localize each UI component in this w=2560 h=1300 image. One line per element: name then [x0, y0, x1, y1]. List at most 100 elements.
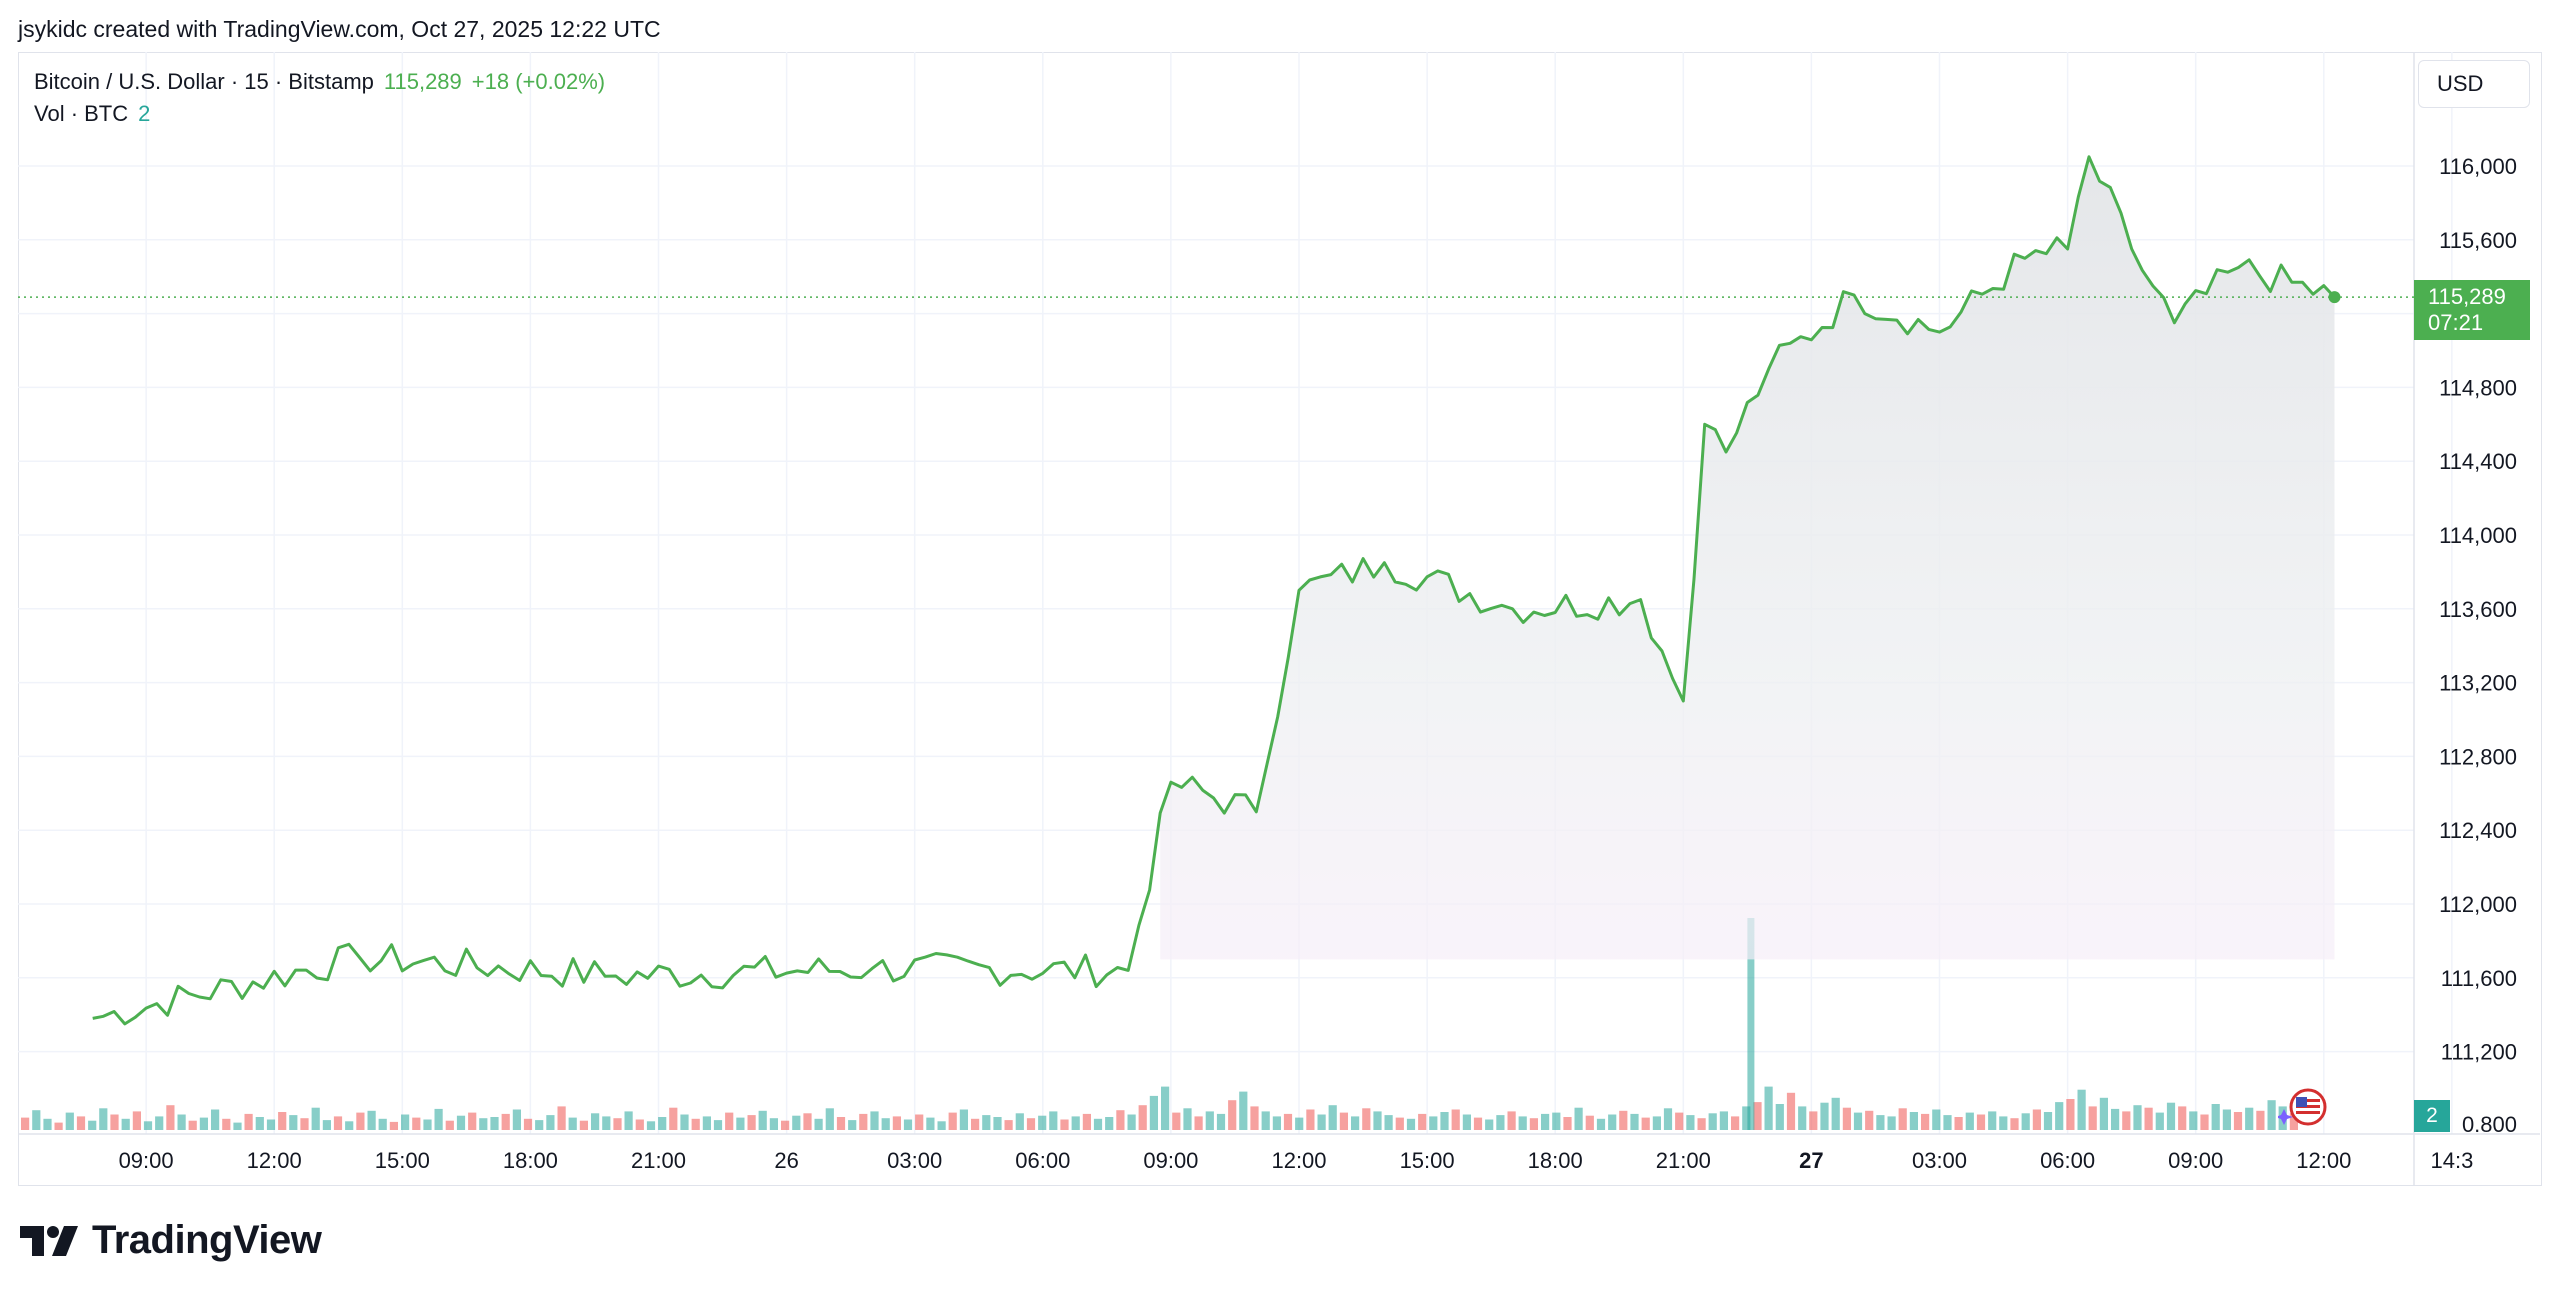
volume-bar [1373, 1111, 1382, 1130]
volume-bar [1473, 1117, 1483, 1130]
volume-bar [848, 1120, 857, 1130]
volume-bar [1786, 1092, 1796, 1130]
y-tick-label: 111,200 [2441, 1040, 2517, 1065]
volume-bar [1283, 1113, 1293, 1130]
legend-change: +18 (+0.02%) [471, 69, 606, 94]
volume-bar [54, 1122, 63, 1130]
volume-bar [915, 1114, 924, 1130]
volume-bar [1317, 1114, 1326, 1130]
volume-bar [1395, 1117, 1404, 1130]
chart-pane[interactable] [18, 52, 2542, 1186]
x-tick-label: 21:00 [631, 1148, 686, 1173]
chart-legend: Bitcoin / U.S. Dollar · 15 · Bitstamp 11… [34, 66, 605, 130]
legend-symbol-row[interactable]: Bitcoin / U.S. Dollar · 15 · Bitstamp 11… [34, 66, 605, 98]
volume-histogram [21, 918, 2298, 1130]
volume-bar [1339, 1112, 1348, 1130]
volume-bar [680, 1114, 689, 1130]
volume-bar [1775, 1104, 1784, 1130]
volume-bar [1228, 1100, 1237, 1130]
volume-bar [1183, 1108, 1192, 1130]
volume-bar [1093, 1118, 1103, 1130]
volume-bar [445, 1120, 454, 1130]
volume-bar [1161, 1086, 1170, 1130]
x-tick-label: 09:00 [2168, 1148, 2223, 1173]
legend-symbol: Bitcoin / U.S. Dollar · 15 · Bitstamp [34, 69, 374, 94]
volume-bar [1004, 1120, 1013, 1130]
volume-bar [1865, 1110, 1874, 1130]
volume-bar [1239, 1091, 1248, 1130]
volume-bar [1976, 1114, 1986, 1130]
volume-bar [1764, 1086, 1773, 1130]
volume-bar [88, 1120, 97, 1130]
volume-bar [2200, 1114, 2209, 1130]
volume-bar [2256, 1110, 2265, 1130]
legend-volume-label: Vol · BTC [34, 101, 129, 126]
volume-bar [289, 1115, 298, 1130]
y-tick-label: 114,400 [2439, 449, 2517, 474]
volume-bar [1060, 1119, 1069, 1130]
time-axis[interactable]: 09:00 12:00 15:00 18:00 21:00 26 03:00 06:00 09:… [119, 1148, 2474, 1173]
x-tick-label: 15:00 [375, 1148, 430, 1173]
volume-bar [333, 1116, 343, 1130]
x-tick-label: 12:00 [1271, 1148, 1326, 1173]
volume-bar [613, 1118, 622, 1130]
volume-bar [233, 1122, 242, 1130]
x-tick-label: 26 [774, 1148, 798, 1173]
volume-bar [1686, 1115, 1695, 1130]
volume-bar [1071, 1116, 1080, 1130]
volume-bar [591, 1113, 600, 1130]
volume-bar [401, 1114, 410, 1130]
volume-bar [1429, 1116, 1438, 1130]
volume-bar [1082, 1113, 1091, 1130]
volume-bar [1462, 1114, 1471, 1130]
volume-bar [1753, 1102, 1762, 1130]
us-flag-icon[interactable] [2278, 1087, 2328, 1127]
x-tick-label: 18:00 [503, 1148, 558, 1173]
volume-bar [870, 1111, 879, 1130]
volume-bar [993, 1117, 1002, 1130]
volume-bar [1328, 1105, 1337, 1130]
volume-bar [713, 1120, 723, 1130]
volume-bar [948, 1112, 957, 1130]
volume-bar [2032, 1109, 2041, 1130]
volume-bar [166, 1105, 175, 1130]
volume-bar [1406, 1118, 1416, 1130]
volume-bar [99, 1108, 108, 1130]
volume-bar [1418, 1113, 1427, 1130]
volume-bar [1496, 1115, 1505, 1130]
volume-bar [1663, 1108, 1673, 1130]
volume-bar [781, 1120, 790, 1130]
volume-bar [736, 1117, 745, 1130]
volume-bar [177, 1114, 186, 1130]
x-tick-label: 06:00 [1015, 1148, 1070, 1173]
legend-last-price: 115,289 [383, 69, 462, 94]
legend-volume-row[interactable]: Vol · BTC 2 [34, 98, 605, 130]
volume-bar [926, 1117, 935, 1130]
volume-bar [725, 1112, 734, 1130]
last-price-dot [2328, 291, 2341, 304]
volume-bar [1116, 1110, 1125, 1130]
volume-value-tag: 2 [2414, 1100, 2450, 1132]
y-tick-label: 115,600 [2439, 228, 2517, 253]
volume-bar [2066, 1099, 2075, 1130]
tradingview-logo[interactable]: TradingView [20, 1218, 322, 1263]
volume-bar [2099, 1097, 2108, 1130]
legend-volume-value: 2 [138, 101, 151, 126]
volume-bar [278, 1112, 287, 1130]
volume-bar [143, 1121, 153, 1130]
currency-button[interactable]: USD [2418, 60, 2530, 108]
volume-bar [1731, 1116, 1740, 1130]
volume-bar [2144, 1107, 2153, 1130]
price-axis[interactable]: 116,000115,600115,200114,800114,400114,0… [2439, 154, 2517, 1137]
x-tick-label: 03:00 [887, 1148, 942, 1173]
volume-bar [434, 1108, 443, 1130]
volume-bar [1552, 1112, 1561, 1130]
volume-bar [635, 1119, 644, 1130]
volume-bar [1216, 1113, 1226, 1130]
volume-bar [1306, 1109, 1315, 1130]
volume-bar [1596, 1118, 1606, 1130]
volume-bar [389, 1121, 398, 1130]
volume-bar [1194, 1116, 1203, 1130]
x-tick-label: 06:00 [2040, 1148, 2095, 1173]
